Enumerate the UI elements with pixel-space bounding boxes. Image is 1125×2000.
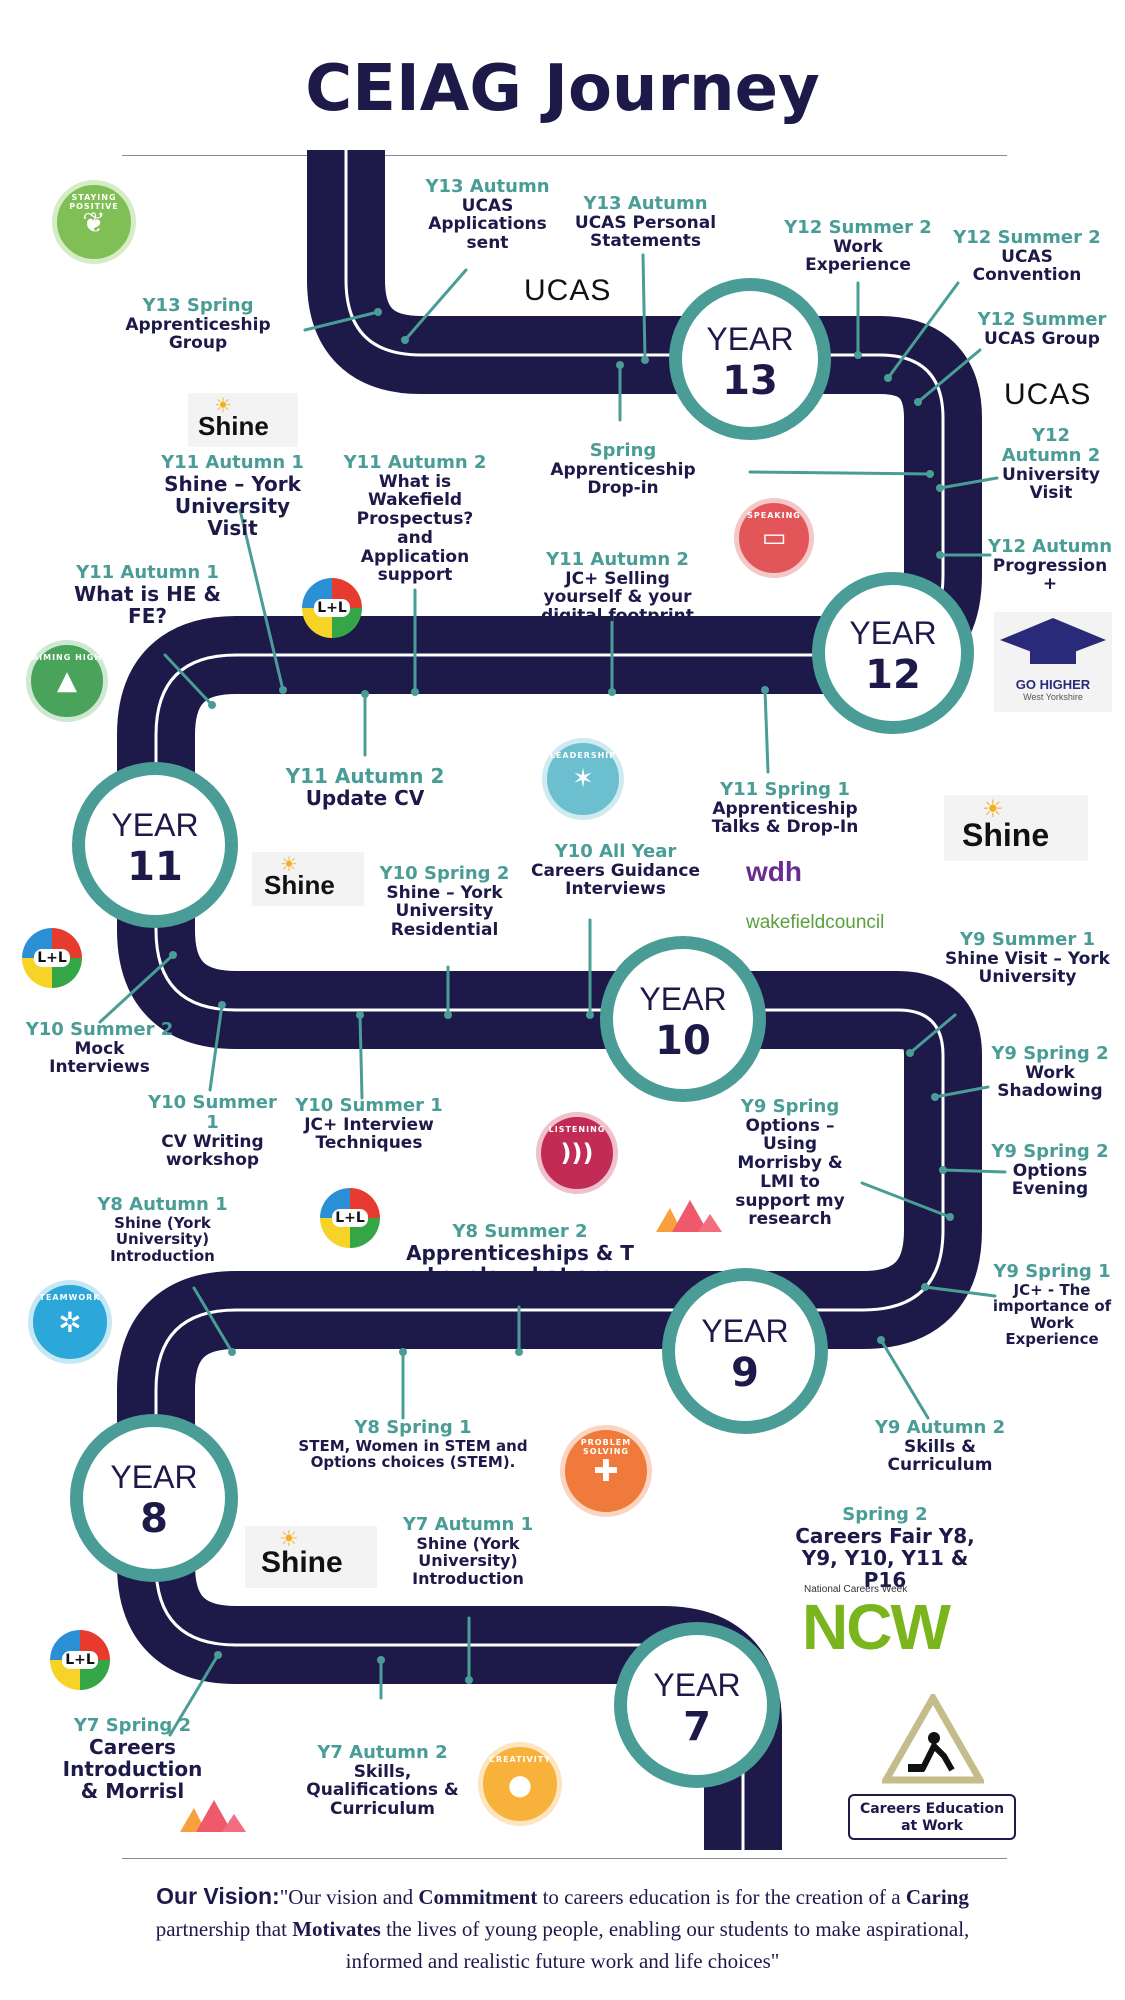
sun-icon: ☀ — [214, 395, 232, 417]
year-10-marker: YEAR 10 — [600, 936, 766, 1102]
milestone-y11-autumn1-he: Y11 Autumn 1 What is HE & FE? — [74, 562, 221, 628]
staying-positive-badge: STAYING POSITIVE ❦ — [52, 180, 136, 264]
morrisby-logo — [656, 1200, 722, 1232]
shine-logo: ☀ Shine — [944, 795, 1088, 861]
vision-text: the lives of young people, enabling our … — [345, 1917, 970, 1973]
wdh-logo: wdh — [746, 856, 802, 887]
milestone-y7-spring2-intro: Y7 Spring 2 Careers Introduction & Morris… — [62, 1715, 203, 1803]
milestone-y13-autumn-ucas: Y13 Autumn UCAS Applications sent — [425, 176, 550, 254]
ucas-logo: UCAS — [1004, 378, 1092, 411]
leadership-icon: ✶ — [572, 764, 594, 794]
road-works-sign-icon — [882, 1694, 984, 1784]
vision-heading: Our Vision: — [156, 1883, 280, 1909]
milestone-y9-autumn2-skills: Y9 Autumn 2 Skills & Curriculum — [874, 1417, 1006, 1476]
sun-icon: ☀ — [279, 1526, 299, 1551]
ucas-logo: UCAS — [524, 274, 612, 307]
vision-statement: Our Vision:"Our vision and Commitment to… — [120, 1880, 1005, 1977]
milestone-y10-allyear: Y10 All Year Careers Guidance Interviews — [530, 841, 701, 900]
speaking-badge: SPEAKING ▭ — [734, 498, 814, 578]
milestone-y11-autumn2-cv: Y11 Autumn 2 Update CV — [285, 764, 445, 810]
milestone-y7-autumn1-shine: Y7 Autumn 1 Shine (York University) Intro… — [402, 1514, 534, 1588]
milestone-y11-spring1-appr: Y11 Spring 1 Apprenticeship Talks & Drop-… — [711, 779, 859, 838]
vision-keyword: Commitment — [418, 1885, 538, 1909]
l-and-l-logo: L+L — [302, 578, 362, 638]
milestone-y13-spring: Y13 Spring Apprenticeship Group — [125, 295, 271, 354]
milestone-spring2-fair: Spring 2 Careers Fair Y8, Y9, Y10, Y11 & … — [795, 1504, 975, 1592]
milestone-y11-autumn1-shine: Y11 Autumn 1 Shine – York University Visi… — [161, 452, 304, 540]
sound-waves-icon: ))) — [560, 1139, 594, 1167]
year-7-marker: YEAR 7 — [614, 1622, 780, 1788]
milestone-y12-summer-group: Y12 Summer UCAS Group — [977, 309, 1107, 349]
milestone-y9-spring2-shadow: Y9 Spring 2 Work Shadowing — [991, 1043, 1109, 1102]
vision-keyword: Caring — [905, 1885, 969, 1909]
milestone-y12-autumn2-visit: Y12 Autumn 2 University Visit — [1001, 425, 1101, 504]
graduation-cap-icon — [1000, 618, 1106, 664]
puzzle-icon: ✚ — [593, 1453, 619, 1489]
shine-logo: ☀ Shine — [188, 393, 298, 447]
teamwork-badge: TEAMWORK ✲ — [28, 1280, 112, 1364]
careers-education-at-work-label: Careers Education at Work — [848, 1794, 1016, 1840]
mountain-icon: ▲ — [57, 666, 77, 696]
lightbulb-icon: ● — [507, 1767, 533, 1801]
vision-text: "Our vision and — [279, 1885, 419, 1909]
wakefield-council-logo: wakefieldcouncil — [746, 912, 885, 933]
shine-logo: ☀ Shine — [245, 1526, 377, 1588]
year-11-marker: YEAR 11 — [72, 762, 238, 928]
go-higher-logo: GO HIGHER West Yorkshire — [994, 612, 1112, 712]
milestone-y13-autumn-ps: Y13 Autumn UCAS Personal Statements — [574, 193, 717, 252]
l-and-l-logo: L+L — [50, 1630, 110, 1690]
milestone-y10-summer1-cv: Y10 Summer 1 CV Writing workshop — [148, 1092, 277, 1171]
sun-icon: ☀ — [280, 854, 298, 876]
milestone-y8-autumn1-shine: Y8 Autumn 1 Shine (York University) Intro… — [97, 1194, 228, 1265]
page-title: CEIAG Journey — [305, 52, 820, 126]
milestone-y10-summer2-mock: Y10 Summer 2 Mock Interviews — [25, 1019, 174, 1078]
seedling-icon: ❦ — [82, 205, 106, 239]
creativity-badge: CREATIVITY ● — [478, 1742, 562, 1826]
milestone-y9-spring2-evening: Y9 Spring 2 Options Evening — [991, 1141, 1109, 1200]
ncw-logo: NCW — [802, 1591, 951, 1663]
milestone-y7-autumn2-skills: Y7 Autumn 2 Skills, Qualifications & Curr… — [306, 1742, 459, 1820]
vision-text: to careers education is for the creation… — [537, 1885, 906, 1909]
title-divider — [122, 155, 1007, 156]
speech-bubble-icon: ▭ — [761, 523, 787, 553]
team-icon: ✲ — [58, 1305, 82, 1339]
year-8-marker: YEAR 8 — [70, 1414, 238, 1582]
year-12-marker: YEAR 12 — [812, 572, 974, 734]
milestone-y9-spring-options: Y9 Spring Options – Using Morrisby & LMI … — [735, 1096, 845, 1230]
listening-badge: LISTENING))) — [536, 1112, 618, 1194]
milestone-y10-spring2-shine: Y10 Spring 2 Shine – York University Resi… — [379, 863, 510, 941]
vision-text: partnership that — [155, 1917, 293, 1941]
l-and-l-logo: L+L — [320, 1188, 380, 1248]
milestone-y9-spring1-jc: Y9 Spring 1 JC+ - The importance of Work … — [992, 1261, 1112, 1349]
year-9-marker: YEAR 9 — [662, 1268, 828, 1434]
morrisby-logo — [180, 1800, 246, 1832]
year-13-marker: YEAR 13 — [669, 278, 831, 440]
milestone-y8-spring1-stem: Y8 Spring 1 STEM, Women in STEM and Optio… — [298, 1417, 528, 1472]
footer-divider — [122, 1858, 1007, 1859]
milestone-y10-summer1-jc: Y10 Summer 1 JC+ Interview Techniques — [295, 1095, 443, 1154]
leadership-badge: LEADERSHIP ✶ — [542, 738, 624, 820]
milestone-y8-summer2-appr: Y8 Summer 2 Apprenticeships & T Levels, w… — [406, 1221, 634, 1309]
milestone-y12-summer2-we: Y12 Summer 2 Work Experience — [784, 217, 932, 276]
shine-logo: ☀ Shine — [252, 852, 364, 906]
sun-icon: ☀ — [982, 796, 1004, 823]
milestone-y12-summer2-conv: Y12 Summer 2 UCAS Convention — [953, 227, 1101, 286]
milestone-y12-autumn-prog: Y12 Autumn Progression + — [987, 536, 1113, 595]
milestone-spring-dropin: Spring Apprenticeship Drop-in — [550, 440, 696, 499]
vision-keyword: Motivates — [292, 1917, 381, 1941]
milestone-y11-autumn2-jc: Y11 Autumn 2 JC+ Selling yourself & your … — [541, 549, 694, 627]
ncw-caption: National Careers Week — [804, 1584, 908, 1595]
l-and-l-logo: L+L — [22, 928, 82, 988]
aiming-high-badge: AIMING HIGH ▲ — [26, 640, 108, 722]
milestone-y9-summer1-shine: Y9 Summer 1 Shine Visit – York University — [945, 929, 1110, 988]
problem-solving-badge: PROBLEM SOLVING ✚ — [560, 1425, 652, 1517]
milestone-y11-autumn2-prospectus: Y11 Autumn 2 What is Wakefield Prospectus… — [343, 452, 487, 586]
